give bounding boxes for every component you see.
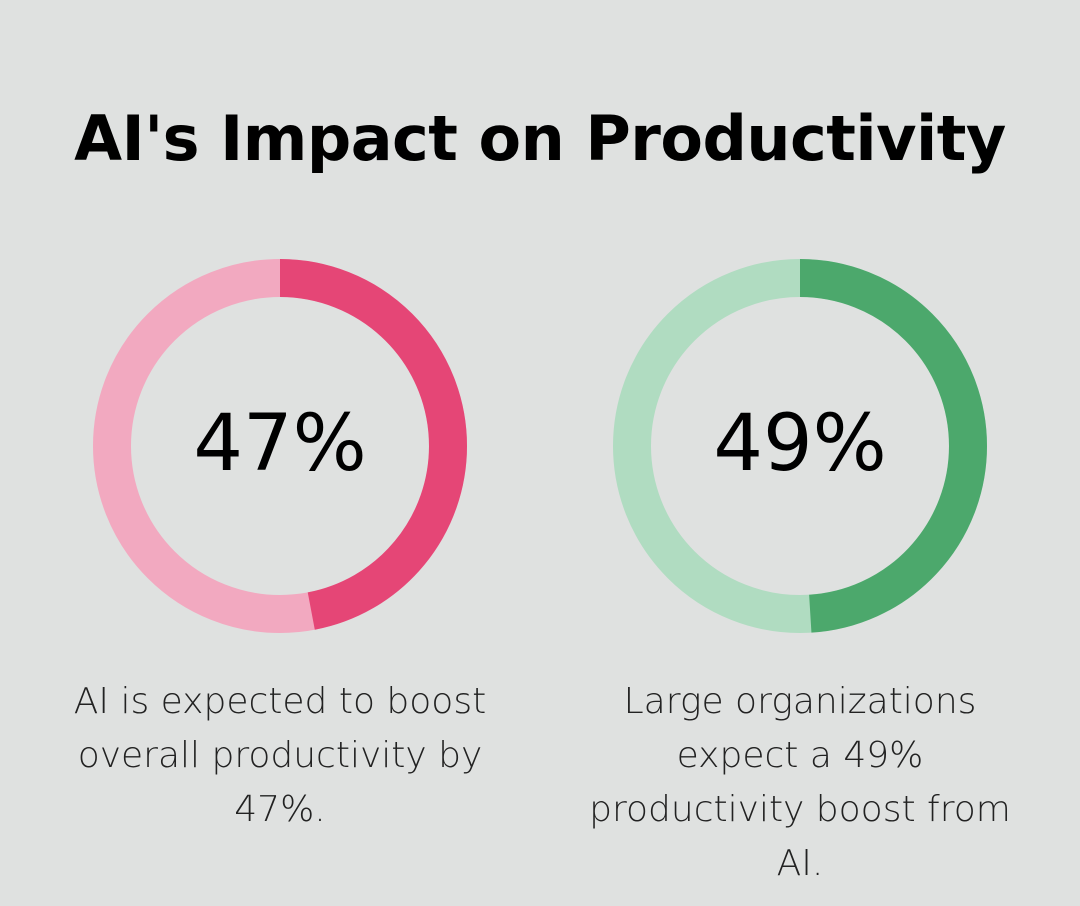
stat-caption: AI is expected to boost overall producti… [73,681,487,830]
percent-label: 49% [713,399,887,489]
donut-chart-large-organizations [613,259,987,633]
donut-chart-overall-productivity [93,259,467,633]
stat-card-large-organizations: 49% Large organizations expect a 49% pro… [540,0,1080,906]
stat-caption: Large organizations expect a 49% product… [589,681,1011,884]
percent-label: 47% [193,399,367,489]
page-title: AI's Impact on Productivity [74,102,1006,175]
stat-card-overall-productivity: 47% AI is expected to boost overall prod… [73,259,487,830]
donut-value-arc [93,259,467,633]
donut-value-arc [613,259,987,633]
